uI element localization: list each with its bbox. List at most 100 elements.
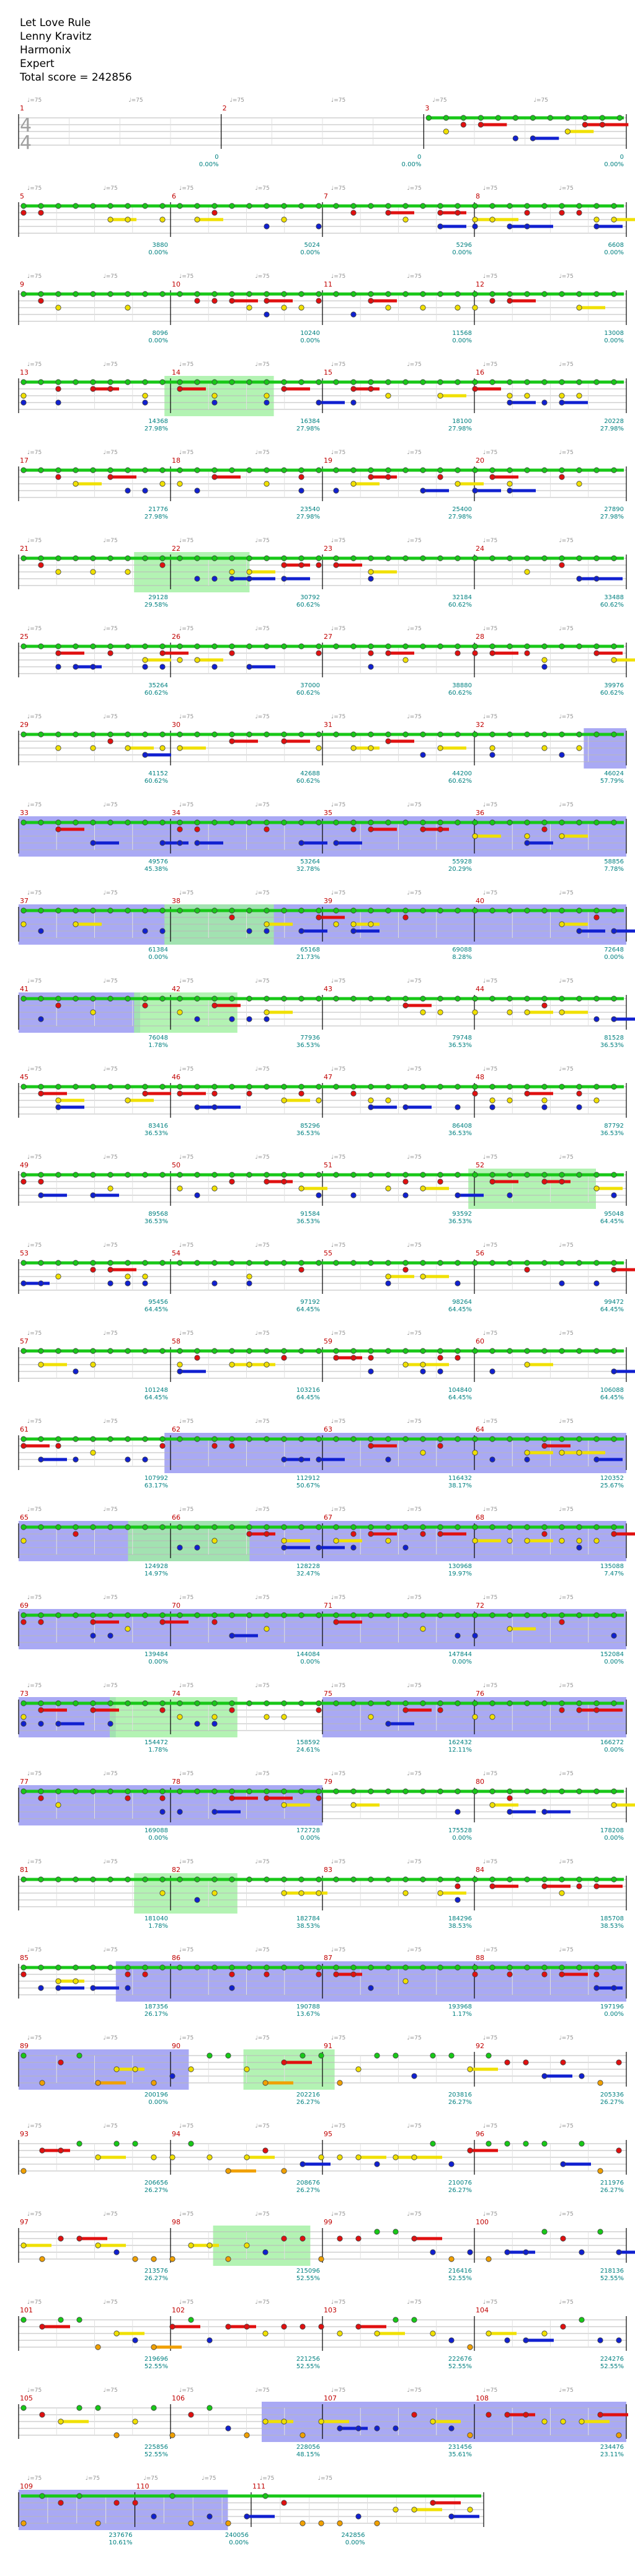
measure-percent: 64.45% <box>600 1306 624 1313</box>
note-gem <box>333 1964 339 1971</box>
note-gem <box>541 1700 548 1706</box>
note-gem <box>489 1368 495 1375</box>
note-gem <box>385 1721 391 1727</box>
note-gem <box>55 731 61 738</box>
measure-number: 111 <box>252 2482 265 2490</box>
note-gem <box>73 921 79 927</box>
note-gem <box>125 819 131 826</box>
note-gem <box>593 1456 600 1463</box>
note-gem <box>420 1612 426 1618</box>
note-gem <box>443 115 449 121</box>
note-gem <box>472 467 478 473</box>
note-gem <box>211 1084 218 1090</box>
note-gem <box>455 203 461 209</box>
note-gem <box>38 203 44 209</box>
note-gem <box>246 1084 252 1090</box>
note-gem <box>504 2337 510 2343</box>
note-gem <box>211 203 218 209</box>
note-gem <box>472 650 478 656</box>
note-gem <box>107 819 113 826</box>
note-gem <box>368 1084 374 1090</box>
note-gem <box>350 481 357 487</box>
note-gem <box>541 555 548 561</box>
note-gem <box>420 907 426 914</box>
measure-score: 65168 <box>300 947 320 953</box>
note-gem <box>524 555 530 561</box>
note-gem <box>593 643 600 649</box>
note-gem <box>559 643 565 649</box>
note-gem <box>455 481 461 487</box>
note-gem <box>472 996 478 1002</box>
tempo-mark: ♩=75 <box>179 274 193 280</box>
note-gem <box>211 1436 218 1442</box>
note-gem <box>55 1097 61 1103</box>
note-gem <box>159 1260 166 1266</box>
tempo-mark: ♩=75 <box>104 890 118 896</box>
measure-number: 18 <box>172 457 180 465</box>
note-gem <box>448 2256 455 2262</box>
note-gem <box>385 1185 391 1192</box>
note-gem <box>316 1456 322 1463</box>
note-gem <box>559 1876 565 1883</box>
tempo-mark: ♩=75 <box>407 978 422 984</box>
note-gem <box>244 2154 250 2160</box>
measure-score: 147844 <box>448 1651 472 1658</box>
tempo-mark: ♩=75 <box>559 1066 574 1072</box>
note-gem <box>76 2141 82 2147</box>
measure-percent: 1.78% <box>148 1042 168 1049</box>
note-gem <box>385 291 391 297</box>
measure-score: 225856 <box>144 2444 168 2451</box>
note-gem <box>38 1016 44 1022</box>
tempo-mark: ♩=75 <box>104 714 118 720</box>
measure-score: 231456 <box>448 2444 472 2451</box>
note-gem <box>125 1788 131 1794</box>
tempo-mark: ♩=75 <box>331 714 345 720</box>
note-gem <box>316 379 322 385</box>
measure-percent: 25.67% <box>600 1482 624 1489</box>
note-gem <box>125 643 131 649</box>
note-gem <box>246 467 252 473</box>
note-gem <box>437 996 443 1002</box>
note-gem <box>333 203 339 209</box>
note-gem <box>264 1795 270 1801</box>
note-gem <box>244 2242 250 2248</box>
note-gem <box>55 1978 61 1984</box>
tempo-mark: ♩=75 <box>179 1154 193 1161</box>
note-gem <box>95 2080 101 2086</box>
note-gem <box>142 1280 148 1286</box>
note-gem <box>579 2073 585 2079</box>
note-gem <box>402 1002 409 1009</box>
tempo-mark: ♩=75 <box>559 2123 574 2129</box>
note-gem <box>541 1348 548 1354</box>
note-gem <box>420 488 426 494</box>
note-gem <box>188 2141 194 2147</box>
tempo-mark: ♩=75 <box>27 450 42 456</box>
note-gem <box>244 2432 250 2438</box>
tempo-mark: ♩=75 <box>407 362 422 368</box>
note-gem <box>524 1090 530 1097</box>
note-gem <box>38 1876 44 1883</box>
note-gem <box>316 555 322 561</box>
measure-number: 52 <box>476 1161 484 1169</box>
note-gem <box>541 819 548 826</box>
note-gem <box>177 819 183 826</box>
note-gem <box>125 1172 131 1178</box>
note-gem <box>472 1348 478 1354</box>
note-gem <box>350 399 357 406</box>
note-gem <box>559 474 565 480</box>
note-gem <box>524 1524 530 1530</box>
tempo-mark: ♩=75 <box>559 185 574 192</box>
note-gem <box>524 833 530 839</box>
note-gem <box>576 393 582 399</box>
measure-number: 77 <box>20 1778 29 1786</box>
note-gem <box>316 643 322 649</box>
note-gem <box>38 996 44 1002</box>
note-gem <box>90 819 96 826</box>
note-gem <box>55 1436 61 1442</box>
note-gem <box>316 399 322 406</box>
note-gem <box>530 135 536 141</box>
note-gem <box>489 1788 495 1794</box>
note-gem <box>420 203 426 209</box>
note-gem <box>39 2324 45 2330</box>
note-gem <box>385 467 391 473</box>
